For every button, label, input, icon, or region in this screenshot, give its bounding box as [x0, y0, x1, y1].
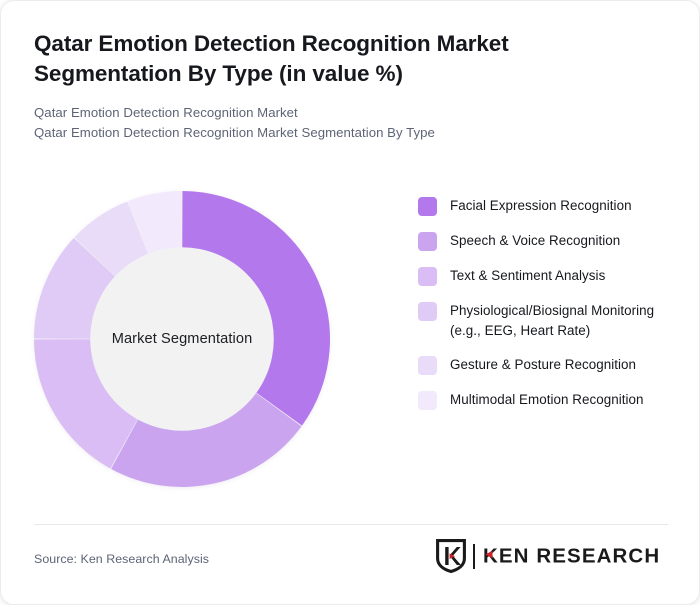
subtitle-line-2: Qatar Emotion Detection Recognition Mark…: [34, 125, 435, 141]
legend-swatch-icon: [418, 267, 437, 286]
legend-item-label: Facial Expression Recognition: [450, 198, 632, 213]
legend-item[interactable]: Facial Expression Recognition: [418, 196, 680, 216]
legend-item[interactable]: Text & Sentiment Analysis: [418, 266, 680, 286]
subtitle-block: Qatar Emotion Detection Recognition Mark…: [34, 103, 634, 143]
logo-divider: [473, 543, 475, 569]
legend-item[interactable]: Physiological/Biosignal Monitoring (e.g.…: [418, 301, 680, 340]
donut-center-hole: [90, 247, 274, 431]
subtitle-line-1: Qatar Emotion Detection Recognition Mark…: [34, 105, 298, 121]
legend-item-label: Speech & Voice Recognition: [450, 233, 621, 248]
legend-swatch-icon: [418, 302, 437, 321]
ken-research-wordmark: KEN RESEARCH: [483, 545, 660, 568]
legend-swatch-icon: [418, 356, 437, 376]
svg-text:KEN RESEARCH: KEN RESEARCH: [483, 545, 660, 568]
chart-legend: Facial Expression Recognition Speech & Vo…: [418, 196, 680, 411]
card-header: Qatar Emotion Detection Recognition Mark…: [34, 29, 634, 144]
donut-chart-svg: [34, 191, 330, 487]
legend-item-label: Multimodal Emotion Recognition: [450, 392, 644, 408]
legend-swatch-icon: [418, 391, 437, 411]
page-title: Qatar Emotion Detection Recognition Mark…: [34, 31, 509, 86]
chart-area: Market Segmentation Facial Expression Re…: [1, 176, 699, 506]
footer-divider: [34, 524, 668, 525]
ken-research-shield-icon: [436, 539, 466, 573]
legend-item-label: Gesture & Posture Recognition: [450, 357, 637, 373]
ken-research-logo: KEN RESEARCH: [436, 538, 669, 574]
legend-swatch-icon: [418, 232, 437, 251]
legend-item[interactable]: Multimodal Emotion Recognition: [418, 390, 680, 411]
legend-item[interactable]: Gesture & Posture Recognition: [418, 355, 680, 376]
donut-chart: Market Segmentation: [34, 191, 330, 487]
legend-item-label: Text & Sentiment Analysis: [450, 268, 606, 283]
legend-swatch-icon: [418, 197, 437, 216]
source-note: Source: Ken Research Analysis: [34, 552, 210, 566]
legend-item-label: Physiological/Biosignal Monitoring (e.g.…: [450, 303, 655, 338]
legend-item[interactable]: Speech & Voice Recognition: [418, 231, 680, 251]
